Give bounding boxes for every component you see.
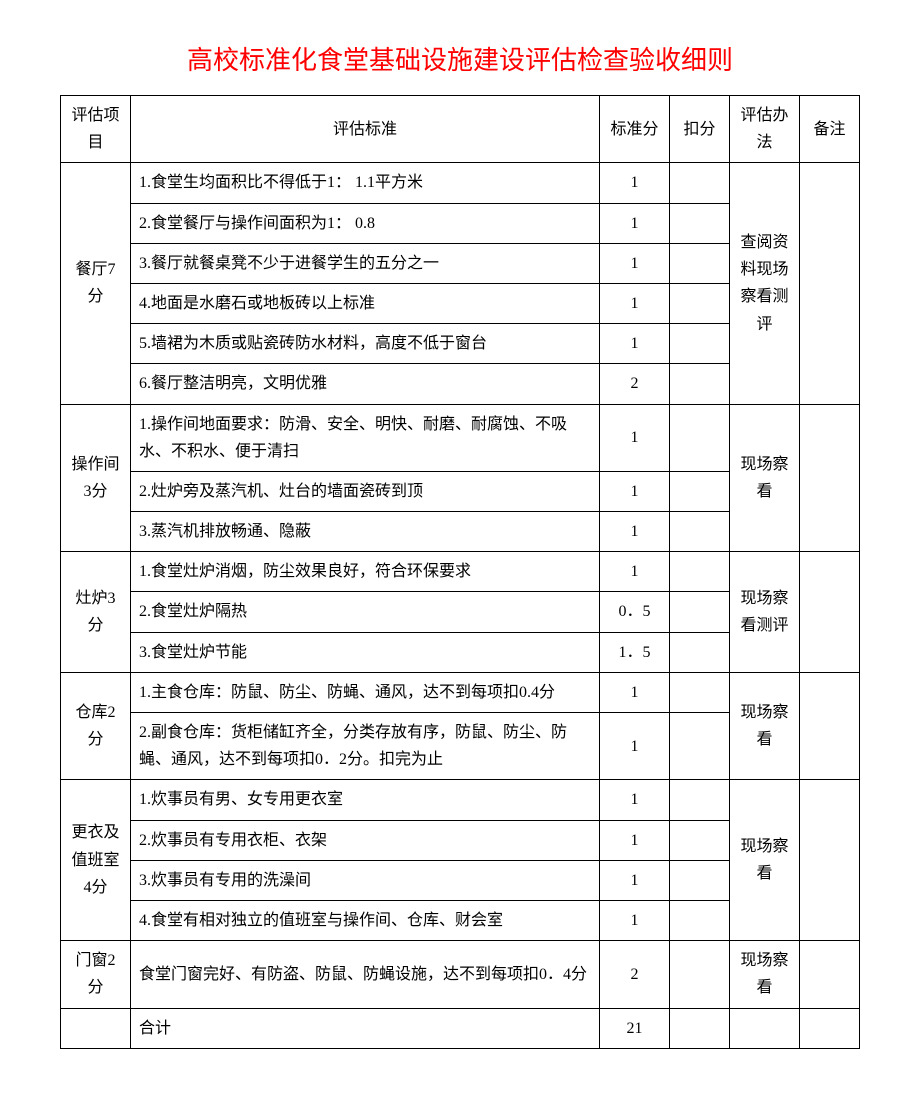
method-cell: 现场察看 (730, 941, 800, 1008)
deduction-cell (670, 592, 730, 632)
standard-cell: 3.食堂灶炉节能 (131, 632, 600, 672)
note-cell (800, 163, 860, 404)
deduction-cell (670, 713, 730, 780)
score-cell: 2 (600, 941, 670, 1008)
deduction-cell (670, 780, 730, 820)
deduction-cell (670, 163, 730, 203)
score-cell: 1 (600, 713, 670, 780)
deduction-cell (670, 404, 730, 471)
page-title: 高校标准化食堂基础设施建设评估检查验收细则 (60, 40, 860, 77)
standard-cell: 2.灶炉旁及蒸汽机、灶台的墙面瓷砖到顶 (131, 471, 600, 511)
category-cell: 灶炉3分 (61, 552, 131, 673)
deduction-cell (670, 243, 730, 283)
deduction-cell (670, 364, 730, 404)
standard-cell: 食堂门窗完好、有防盗、防鼠、防蝇设施，达不到每项扣0．4分 (131, 941, 600, 1008)
total-label-cell: 合计 (131, 1008, 600, 1048)
note-cell (800, 672, 860, 780)
note-cell (800, 404, 860, 552)
score-cell: 1 (600, 203, 670, 243)
total-method-cell (730, 1008, 800, 1048)
category-cell: 餐厅7分 (61, 163, 131, 404)
note-cell (800, 780, 860, 941)
col-header-score: 标准分 (600, 96, 670, 163)
standard-cell: 2.食堂餐厅与操作间面积为1： 0.8 (131, 203, 600, 243)
standard-cell: 1.食堂生均面积比不得低于1： 1.1平方米 (131, 163, 600, 203)
standard-cell: 1.主食仓库：防鼠、防尘、防蝇、通风，达不到每项扣0.4分 (131, 672, 600, 712)
deduction-cell (670, 632, 730, 672)
standard-cell: 4.地面是水磨石或地板砖以上标准 (131, 283, 600, 323)
method-cell: 现场察看 (730, 404, 800, 552)
deduction-cell (670, 900, 730, 940)
score-cell: 1 (600, 780, 670, 820)
table-header-row: 评估项目 评估标准 标准分 扣分 评估办法 备注 (61, 96, 860, 163)
standard-cell: 2.食堂灶炉隔热 (131, 592, 600, 632)
score-cell: 1 (600, 900, 670, 940)
deduction-cell (670, 820, 730, 860)
total-category-cell (61, 1008, 131, 1048)
standard-cell: 1.炊事员有男、女专用更衣室 (131, 780, 600, 820)
col-header-deduction: 扣分 (670, 96, 730, 163)
deduction-cell (670, 672, 730, 712)
evaluation-table: 评估项目 评估标准 标准分 扣分 评估办法 备注 餐厅7分1.食堂生均面积比不得… (60, 95, 860, 1049)
method-cell: 现场察看 (730, 780, 800, 941)
deduction-cell (670, 860, 730, 900)
score-cell: 1 (600, 672, 670, 712)
deduction-cell (670, 471, 730, 511)
standard-cell: 5.墙裙为木质或贴瓷砖防水材料，高度不低于窗台 (131, 324, 600, 364)
category-cell: 门窗2分 (61, 941, 131, 1008)
category-cell: 仓库2分 (61, 672, 131, 780)
standard-cell: 3.餐厅就餐桌凳不少于进餐学生的五分之一 (131, 243, 600, 283)
col-header-method: 评估办法 (730, 96, 800, 163)
col-header-standard: 评估标准 (131, 96, 600, 163)
standard-cell: 4.食堂有相对独立的值班室与操作间、仓库、财会室 (131, 900, 600, 940)
table-row: 更衣及值班室4分1.炊事员有男、女专用更衣室1现场察看 (61, 780, 860, 820)
table-row: 餐厅7分1.食堂生均面积比不得低于1： 1.1平方米1查阅资料现场察看测评 (61, 163, 860, 203)
score-cell: 2 (600, 364, 670, 404)
total-score-cell: 21 (600, 1008, 670, 1048)
standard-cell: 3.蒸汽机排放畅通、隐蔽 (131, 512, 600, 552)
score-cell: 1 (600, 283, 670, 323)
table-row: 灶炉3分1.食堂灶炉消烟，防尘效果良好，符合环保要求1现场察看测评 (61, 552, 860, 592)
table-row: 仓库2分1.主食仓库：防鼠、防尘、防蝇、通风，达不到每项扣0.4分1现场察看 (61, 672, 860, 712)
score-cell: 1．5 (600, 632, 670, 672)
deduction-cell (670, 324, 730, 364)
deduction-cell (670, 941, 730, 1008)
total-deduction-cell (670, 1008, 730, 1048)
score-cell: 1 (600, 163, 670, 203)
col-header-category: 评估项目 (61, 96, 131, 163)
category-cell: 操作间3分 (61, 404, 131, 552)
total-row: 合计21 (61, 1008, 860, 1048)
standard-cell: 1.食堂灶炉消烟，防尘效果良好，符合环保要求 (131, 552, 600, 592)
standard-cell: 1.操作间地面要求：防滑、安全、明快、耐磨、耐腐蚀、不吸水、不积水、便于清扫 (131, 404, 600, 471)
score-cell: 1 (600, 324, 670, 364)
standard-cell: 6.餐厅整洁明亮，文明优雅 (131, 364, 600, 404)
score-cell: 1 (600, 820, 670, 860)
standard-cell: 2.副食仓库：货柜储缸齐全，分类存放有序，防鼠、防尘、防蝇、通风，达不到每项扣0… (131, 713, 600, 780)
category-cell: 更衣及值班室4分 (61, 780, 131, 941)
table-row: 操作间3分1.操作间地面要求：防滑、安全、明快、耐磨、耐腐蚀、不吸水、不积水、便… (61, 404, 860, 471)
note-cell (800, 941, 860, 1008)
method-cell: 查阅资料现场察看测评 (730, 163, 800, 404)
score-cell: 1 (600, 243, 670, 283)
score-cell: 1 (600, 471, 670, 511)
deduction-cell (670, 203, 730, 243)
standard-cell: 2.炊事员有专用衣柜、衣架 (131, 820, 600, 860)
score-cell: 0．5 (600, 592, 670, 632)
score-cell: 1 (600, 552, 670, 592)
table-row: 门窗2分食堂门窗完好、有防盗、防鼠、防蝇设施，达不到每项扣0．4分2 现场察看 (61, 941, 860, 1008)
score-cell: 1 (600, 512, 670, 552)
score-cell: 1 (600, 404, 670, 471)
deduction-cell (670, 283, 730, 323)
total-note-cell (800, 1008, 860, 1048)
deduction-cell (670, 552, 730, 592)
method-cell: 现场察看测评 (730, 552, 800, 673)
col-header-note: 备注 (800, 96, 860, 163)
score-cell: 1 (600, 860, 670, 900)
deduction-cell (670, 512, 730, 552)
note-cell (800, 552, 860, 673)
standard-cell: 3.炊事员有专用的洗澡间 (131, 860, 600, 900)
method-cell: 现场察看 (730, 672, 800, 780)
